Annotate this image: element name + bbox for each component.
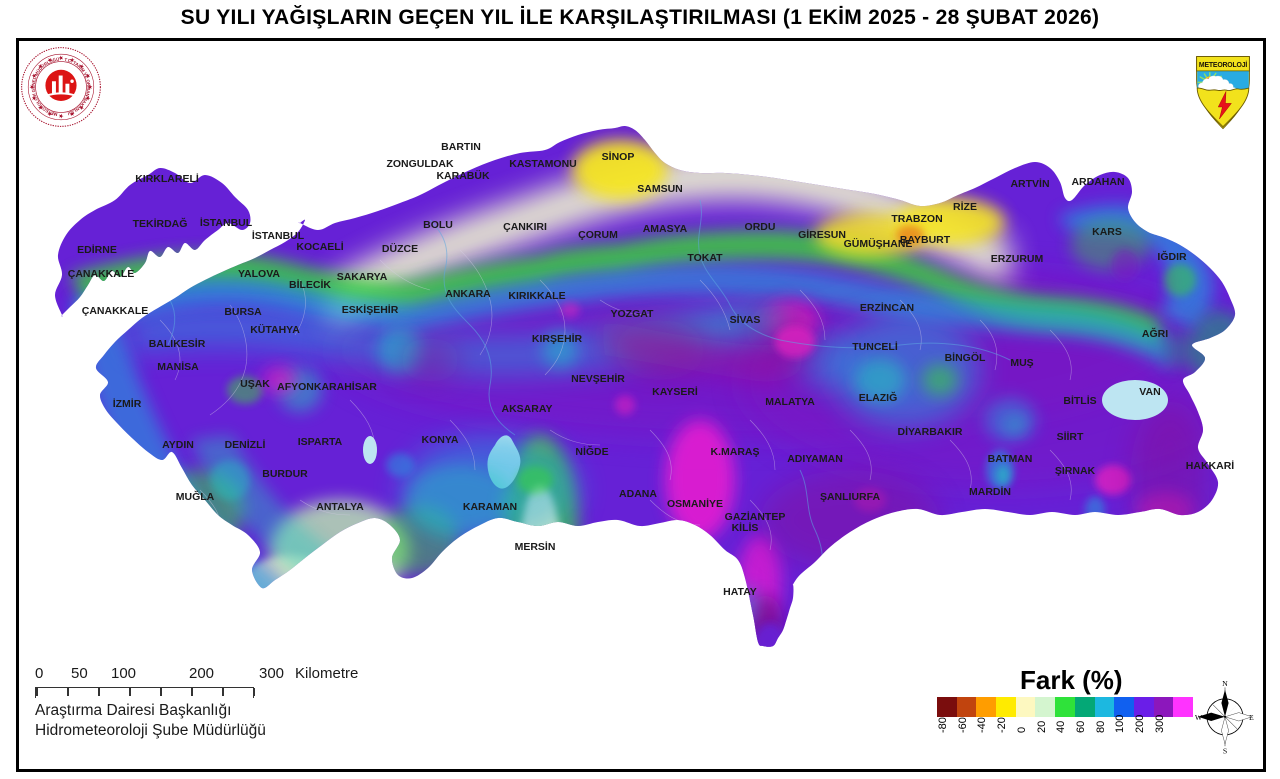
svg-text:ORDU: ORDU: [745, 221, 776, 233]
svg-text:MUĞLA: MUĞLA: [176, 490, 215, 503]
svg-text:ŞIRNAK: ŞIRNAK: [1055, 465, 1096, 477]
svg-text:EDİRNE: EDİRNE: [77, 243, 117, 256]
svg-text:DİYARBAKIR: DİYARBAKIR: [898, 425, 963, 438]
svg-text:KIRIKKALE: KIRIKKALE: [508, 290, 565, 302]
svg-text:KIRŞEHİR: KIRŞEHİR: [532, 332, 583, 345]
svg-text:SİİRT: SİİRT: [1057, 430, 1084, 443]
svg-text:S: S: [1223, 746, 1227, 755]
svg-text:BİNGÖL: BİNGÖL: [945, 351, 986, 364]
svg-text:BURDUR: BURDUR: [262, 468, 308, 480]
svg-text:RİZE: RİZE: [953, 200, 977, 213]
svg-text:HAKKARİ: HAKKARİ: [1186, 459, 1234, 472]
svg-text:ÇORUM: ÇORUM: [578, 229, 618, 241]
svg-text:SİNOP: SİNOP: [602, 150, 635, 163]
svg-text:AYDIN: AYDIN: [162, 439, 194, 451]
svg-text:MARDİN: MARDİN: [969, 485, 1011, 498]
svg-text:KARS: KARS: [1092, 226, 1122, 238]
svg-text:BAYBURT: BAYBURT: [900, 234, 951, 246]
svg-text:DENİZLİ: DENİZLİ: [225, 438, 266, 451]
svg-text:NEVŞEHİR: NEVŞEHİR: [571, 372, 625, 385]
svg-text:KARABÜK: KARABÜK: [436, 169, 489, 182]
svg-text:ŞANLIURFA: ŞANLIURFA: [820, 491, 881, 503]
svg-text:GİRESUN: GİRESUN: [798, 228, 846, 241]
svg-text:AKSARAY: AKSARAY: [502, 403, 553, 415]
svg-text:AMASYA: AMASYA: [643, 223, 688, 235]
svg-text:KÜTAHYA: KÜTAHYA: [250, 323, 300, 336]
svg-text:TOKAT: TOKAT: [687, 252, 723, 264]
svg-text:ARTVİN: ARTVİN: [1010, 177, 1049, 190]
svg-text:ERZİNCAN: ERZİNCAN: [860, 301, 914, 314]
svg-text:KAYSERİ: KAYSERİ: [652, 385, 698, 398]
svg-text:ARDAHAN: ARDAHAN: [1071, 176, 1124, 188]
svg-text:ELAZIĞ: ELAZIĞ: [859, 391, 898, 404]
svg-text:KİLİS: KİLİS: [732, 521, 759, 534]
svg-text:MALATYA: MALATYA: [765, 396, 815, 408]
svg-text:ÇANKIRI: ÇANKIRI: [503, 221, 547, 233]
svg-text:ANTALYA: ANTALYA: [316, 501, 364, 513]
svg-text:BİLECİK: BİLECİK: [289, 278, 331, 291]
svg-text:AFYONKARAHİSAR: AFYONKARAHİSAR: [277, 380, 377, 393]
svg-text:IĞDIR: IĞDIR: [1157, 250, 1187, 263]
svg-text:NİĞDE: NİĞDE: [575, 445, 608, 458]
svg-text:KOCAELİ: KOCAELİ: [296, 240, 343, 253]
svg-text:ESKİŞEHİR: ESKİŞEHİR: [342, 303, 399, 316]
svg-text:ADANA: ADANA: [619, 488, 657, 500]
svg-text:BİTLİS: BİTLİS: [1063, 394, 1096, 407]
svg-text:DÜZCE: DÜZCE: [382, 242, 418, 255]
svg-text:ERZURUM: ERZURUM: [991, 253, 1044, 265]
svg-text:MERSİN: MERSİN: [515, 540, 556, 553]
svg-text:İZMİR: İZMİR: [113, 397, 142, 410]
svg-text:N: N: [1222, 679, 1228, 688]
svg-text:BURSA: BURSA: [224, 306, 262, 318]
svg-text:SİVAS: SİVAS: [730, 313, 761, 326]
svg-text:ÇANAKKALE: ÇANAKKALE: [82, 305, 149, 317]
svg-text:MUŞ: MUŞ: [1010, 357, 1033, 369]
svg-text:BALIKESİR: BALIKESİR: [149, 337, 206, 350]
svg-text:İSTANBUL: İSTANBUL: [200, 216, 253, 229]
svg-text:HATAY: HATAY: [723, 586, 757, 598]
svg-text:KIRKLARELİ: KIRKLARELİ: [135, 172, 199, 185]
svg-text:KASTAMONU: KASTAMONU: [509, 158, 576, 170]
svg-text:BOLU: BOLU: [423, 219, 453, 231]
svg-text:OSMANİYE: OSMANİYE: [667, 497, 723, 510]
svg-text:BARTIN: BARTIN: [441, 141, 481, 153]
svg-text:AĞRI: AĞRI: [1142, 327, 1168, 340]
svg-text:ÇANAKKALE: ÇANAKKALE: [68, 268, 135, 280]
svg-text:SAKARYA: SAKARYA: [337, 271, 388, 283]
svg-text:KONYA: KONYA: [422, 434, 459, 446]
svg-text:UŞAK: UŞAK: [240, 378, 270, 390]
svg-text:ANKARA: ANKARA: [445, 288, 491, 300]
svg-text:YALOVA: YALOVA: [238, 268, 280, 280]
svg-text:VAN: VAN: [1139, 386, 1160, 398]
svg-text:K.MARAŞ: K.MARAŞ: [711, 446, 760, 458]
svg-text:TRABZON: TRABZON: [891, 213, 942, 225]
svg-text:KARAMAN: KARAMAN: [463, 501, 517, 513]
svg-text:TUNCELİ: TUNCELİ: [852, 340, 898, 353]
svg-text:SAMSUN: SAMSUN: [637, 183, 683, 195]
svg-text:ADIYAMAN: ADIYAMAN: [787, 453, 843, 465]
svg-text:ISPARTA: ISPARTA: [298, 436, 343, 448]
svg-text:TEKİRDAĞ: TEKİRDAĞ: [133, 217, 188, 230]
svg-text:MANİSA: MANİSA: [157, 360, 199, 373]
svg-text:ZONGULDAK: ZONGULDAK: [386, 158, 453, 170]
svg-text:BATMAN: BATMAN: [988, 453, 1033, 465]
svg-text:YOZGAT: YOZGAT: [611, 308, 655, 320]
